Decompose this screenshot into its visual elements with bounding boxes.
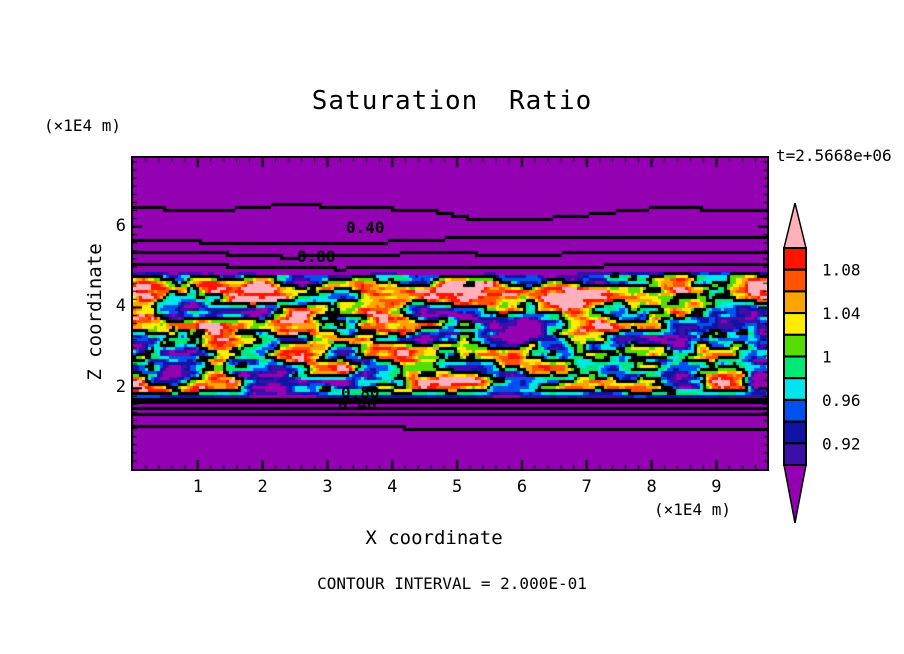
- x-tick-label: 4: [387, 477, 398, 497]
- colorbar-segment: [783, 398, 807, 423]
- colorbar-under-arrow: [783, 464, 807, 524]
- contour-line-label: 0.80: [297, 247, 336, 266]
- contour-field-canvas: [133, 158, 767, 469]
- x-tick-label: 1: [192, 477, 203, 497]
- colorbar-segment: [783, 355, 807, 380]
- colorbar-label: 1.04: [822, 304, 861, 323]
- x-tick-label: 9: [711, 477, 722, 497]
- x-axis-unit-label: (×1E4 m): [654, 500, 732, 519]
- colorbar-segment: [783, 333, 807, 358]
- time-stamp-label: t=2.5668e+06: [776, 146, 892, 165]
- colorbar-label: 1.08: [822, 261, 861, 280]
- contour-line-label: 0.80: [341, 383, 380, 402]
- contour-interval-note: CONTOUR INTERVAL = 2.000E-01: [317, 574, 587, 593]
- z-axis-unit-label: (×1E4 m): [44, 116, 122, 135]
- colorbar: 1.08 1.04 1 0.96 0.92: [783, 202, 861, 524]
- contour-line-label: 0.40: [346, 218, 385, 237]
- z-tick-label: 6: [115, 215, 126, 236]
- x-tick-label: 7: [581, 477, 592, 497]
- page-title: Saturation Ratio: [311, 86, 593, 116]
- colorbar-segment: [783, 442, 807, 467]
- colorbar-segment: [783, 312, 807, 336]
- colorbar-segment: [783, 247, 807, 271]
- x-tick-label: 5: [452, 477, 463, 497]
- colorbar-segment: [783, 290, 807, 315]
- colorbar-label: 0.92: [822, 434, 861, 453]
- x-axis-title: X coordinate: [365, 527, 503, 549]
- z-tick-label: 2: [115, 377, 126, 398]
- colorbar-segment: [783, 377, 807, 401]
- colorbar-label: 1: [822, 348, 832, 367]
- colorbar-over-arrow: [783, 202, 807, 249]
- colorbar-segment: [783, 268, 807, 293]
- contour-line-label: 0.40: [338, 395, 377, 414]
- colorbar-segment: [783, 420, 807, 445]
- colorbar-label: 0.96: [822, 391, 861, 410]
- x-tick-label: 8: [646, 477, 657, 497]
- x-tick-label: 2: [257, 477, 268, 497]
- contour-plot-area: 0.40 0.80 0.80 0.40: [131, 156, 769, 471]
- z-tick-label: 4: [115, 296, 126, 317]
- x-tick-label: 6: [516, 477, 528, 497]
- x-tick-label: 3: [322, 477, 333, 497]
